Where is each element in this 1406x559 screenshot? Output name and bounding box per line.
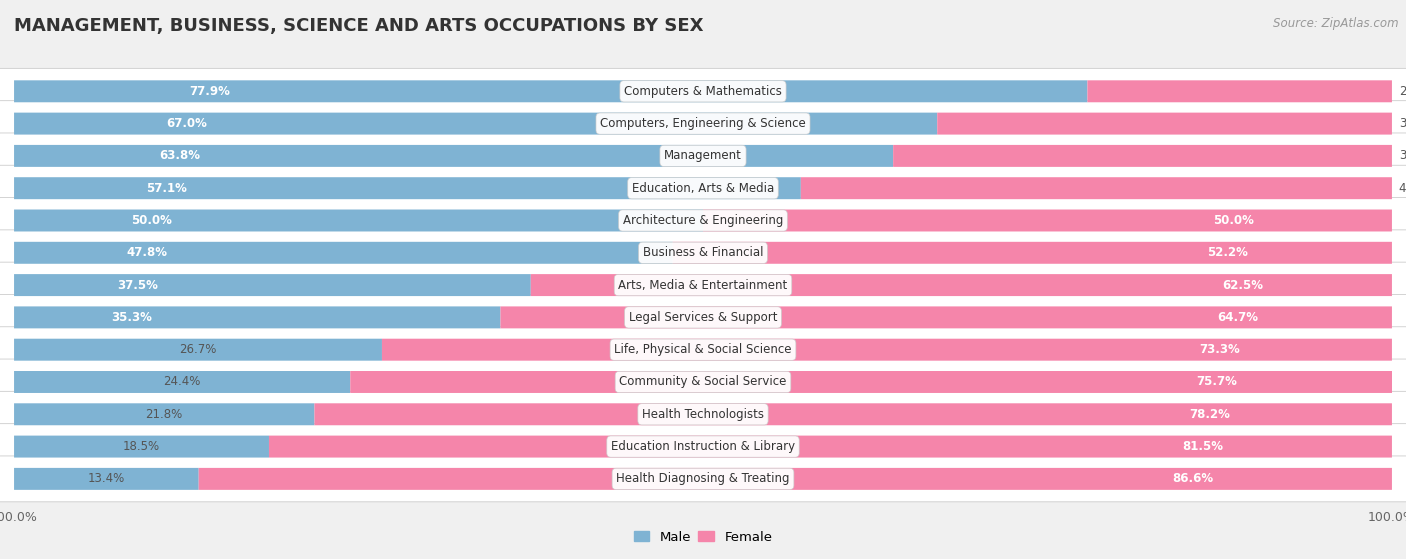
- Text: Arts, Media & Entertainment: Arts, Media & Entertainment: [619, 278, 787, 292]
- FancyBboxPatch shape: [198, 468, 1392, 490]
- Text: Computers, Engineering & Science: Computers, Engineering & Science: [600, 117, 806, 130]
- FancyBboxPatch shape: [0, 424, 1406, 470]
- Text: Health Diagnosing & Treating: Health Diagnosing & Treating: [616, 472, 790, 485]
- FancyBboxPatch shape: [14, 468, 198, 490]
- FancyBboxPatch shape: [14, 274, 531, 296]
- Text: Computers & Mathematics: Computers & Mathematics: [624, 85, 782, 98]
- Text: 35.3%: 35.3%: [111, 311, 152, 324]
- Text: Source: ZipAtlas.com: Source: ZipAtlas.com: [1274, 17, 1399, 30]
- Text: 13.4%: 13.4%: [87, 472, 125, 485]
- FancyBboxPatch shape: [0, 327, 1406, 373]
- FancyBboxPatch shape: [1087, 80, 1392, 102]
- FancyBboxPatch shape: [0, 101, 1406, 146]
- Legend: Male, Female: Male, Female: [628, 525, 778, 549]
- FancyBboxPatch shape: [14, 435, 269, 458]
- FancyBboxPatch shape: [14, 112, 938, 135]
- FancyBboxPatch shape: [0, 359, 1406, 405]
- Text: 77.9%: 77.9%: [188, 85, 229, 98]
- FancyBboxPatch shape: [14, 80, 1087, 102]
- FancyBboxPatch shape: [14, 339, 382, 361]
- FancyBboxPatch shape: [0, 295, 1406, 340]
- Text: Business & Financial: Business & Financial: [643, 247, 763, 259]
- FancyBboxPatch shape: [893, 145, 1392, 167]
- FancyBboxPatch shape: [14, 242, 672, 264]
- FancyBboxPatch shape: [14, 306, 501, 328]
- FancyBboxPatch shape: [14, 177, 801, 199]
- Text: Education Instruction & Library: Education Instruction & Library: [612, 440, 794, 453]
- Text: 36.2%: 36.2%: [1399, 149, 1406, 163]
- FancyBboxPatch shape: [531, 274, 1392, 296]
- Text: 18.5%: 18.5%: [122, 440, 160, 453]
- Text: Life, Physical & Social Science: Life, Physical & Social Science: [614, 343, 792, 356]
- FancyBboxPatch shape: [14, 371, 350, 393]
- FancyBboxPatch shape: [0, 230, 1406, 276]
- Text: 50.0%: 50.0%: [131, 214, 172, 227]
- FancyBboxPatch shape: [14, 145, 893, 167]
- Text: Community & Social Service: Community & Social Service: [619, 376, 787, 389]
- Text: 57.1%: 57.1%: [146, 182, 187, 195]
- FancyBboxPatch shape: [938, 112, 1392, 135]
- FancyBboxPatch shape: [0, 197, 1406, 243]
- FancyBboxPatch shape: [501, 306, 1392, 328]
- Text: Management: Management: [664, 149, 742, 163]
- Text: 42.9%: 42.9%: [1399, 182, 1406, 195]
- Text: 62.5%: 62.5%: [1222, 278, 1263, 292]
- FancyBboxPatch shape: [350, 371, 1393, 393]
- FancyBboxPatch shape: [0, 262, 1406, 308]
- Text: Health Technologists: Health Technologists: [643, 408, 763, 421]
- Text: 47.8%: 47.8%: [127, 247, 167, 259]
- FancyBboxPatch shape: [801, 177, 1392, 199]
- FancyBboxPatch shape: [0, 133, 1406, 179]
- Text: 78.2%: 78.2%: [1189, 408, 1230, 421]
- Text: 67.0%: 67.0%: [166, 117, 207, 130]
- Text: 63.8%: 63.8%: [160, 149, 201, 163]
- Text: 37.5%: 37.5%: [118, 278, 159, 292]
- Text: 22.1%: 22.1%: [1399, 85, 1406, 98]
- FancyBboxPatch shape: [0, 391, 1406, 437]
- Text: 21.8%: 21.8%: [146, 408, 183, 421]
- Text: 26.7%: 26.7%: [180, 343, 217, 356]
- FancyBboxPatch shape: [14, 210, 703, 231]
- FancyBboxPatch shape: [382, 339, 1392, 361]
- Text: 86.6%: 86.6%: [1171, 472, 1213, 485]
- Text: 64.7%: 64.7%: [1218, 311, 1258, 324]
- FancyBboxPatch shape: [0, 165, 1406, 211]
- Text: 52.2%: 52.2%: [1208, 247, 1249, 259]
- Text: 24.4%: 24.4%: [163, 376, 201, 389]
- Text: MANAGEMENT, BUSINESS, SCIENCE AND ARTS OCCUPATIONS BY SEX: MANAGEMENT, BUSINESS, SCIENCE AND ARTS O…: [14, 17, 703, 35]
- FancyBboxPatch shape: [0, 68, 1406, 114]
- Text: 81.5%: 81.5%: [1182, 440, 1223, 453]
- Text: 73.3%: 73.3%: [1199, 343, 1240, 356]
- Text: 33.0%: 33.0%: [1399, 117, 1406, 130]
- FancyBboxPatch shape: [14, 403, 315, 425]
- Text: 50.0%: 50.0%: [1213, 214, 1254, 227]
- FancyBboxPatch shape: [703, 210, 1392, 231]
- FancyBboxPatch shape: [672, 242, 1392, 264]
- Text: 75.7%: 75.7%: [1197, 376, 1237, 389]
- Text: Education, Arts & Media: Education, Arts & Media: [631, 182, 775, 195]
- FancyBboxPatch shape: [0, 456, 1406, 502]
- FancyBboxPatch shape: [315, 403, 1392, 425]
- Text: Legal Services & Support: Legal Services & Support: [628, 311, 778, 324]
- FancyBboxPatch shape: [269, 435, 1392, 458]
- Text: Architecture & Engineering: Architecture & Engineering: [623, 214, 783, 227]
